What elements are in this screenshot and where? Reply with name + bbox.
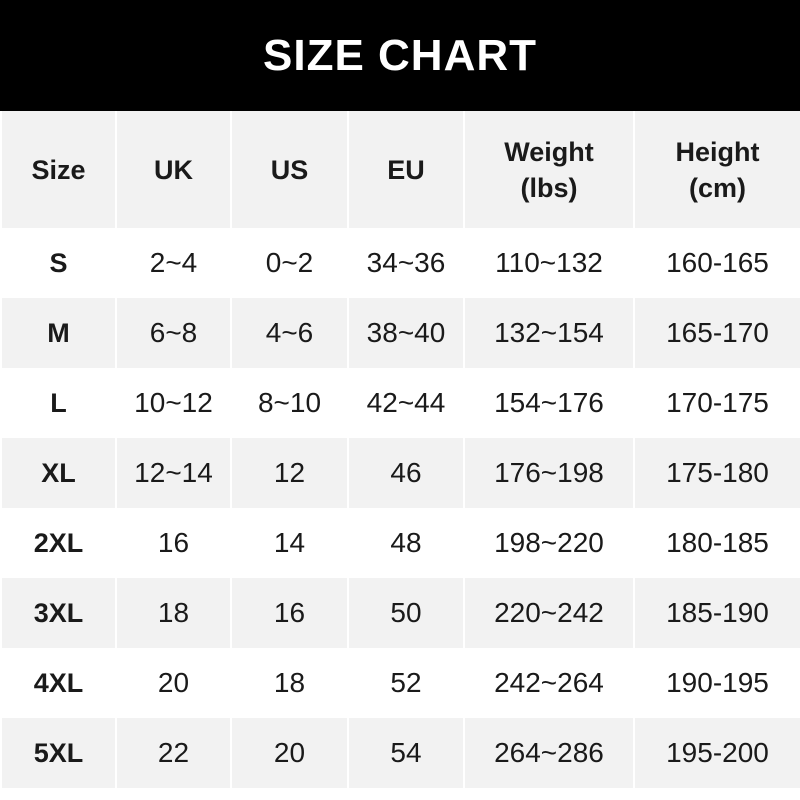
cell-us: 8~10 bbox=[230, 368, 349, 438]
cell-size: 5XL bbox=[0, 718, 117, 788]
cell-us: 16 bbox=[230, 578, 349, 648]
cell-uk: 18 bbox=[115, 578, 232, 648]
table-row: 2XL 16 14 48 198~220 180-185 bbox=[0, 508, 800, 578]
table-row: S 2~4 0~2 34~36 110~132 160-165 bbox=[0, 228, 800, 298]
table-row: XL 12~14 12 46 176~198 175-180 bbox=[0, 438, 800, 508]
cell-size: 4XL bbox=[0, 648, 117, 718]
cell-us: 18 bbox=[230, 648, 349, 718]
cell-height: 165-170 bbox=[633, 298, 800, 368]
cell-size: 3XL bbox=[0, 578, 117, 648]
cell-eu: 46 bbox=[347, 438, 465, 508]
size-chart-table: Size UK US EU Weight (lbs) Height (cm) S 2~4 0~2 3… bbox=[0, 111, 800, 788]
header-eu: EU bbox=[347, 111, 465, 228]
cell-eu: 50 bbox=[347, 578, 465, 648]
header-uk: UK bbox=[115, 111, 232, 228]
cell-height: 185-190 bbox=[633, 578, 800, 648]
cell-weight: 242~264 bbox=[463, 648, 635, 718]
cell-uk: 16 bbox=[115, 508, 232, 578]
header-size: Size bbox=[0, 111, 117, 228]
table-row: 4XL 20 18 52 242~264 190-195 bbox=[0, 648, 800, 718]
header-height: Height (cm) bbox=[633, 111, 800, 228]
cell-us: 0~2 bbox=[230, 228, 349, 298]
cell-eu: 54 bbox=[347, 718, 465, 788]
header-us: US bbox=[230, 111, 349, 228]
cell-height: 160-165 bbox=[633, 228, 800, 298]
cell-eu: 34~36 bbox=[347, 228, 465, 298]
cell-us: 12 bbox=[230, 438, 349, 508]
cell-weight: 198~220 bbox=[463, 508, 635, 578]
cell-uk: 12~14 bbox=[115, 438, 232, 508]
cell-size: XL bbox=[0, 438, 117, 508]
size-chart-title: SIZE CHART bbox=[0, 0, 800, 111]
cell-size: 2XL bbox=[0, 508, 117, 578]
cell-us: 4~6 bbox=[230, 298, 349, 368]
cell-uk: 20 bbox=[115, 648, 232, 718]
table-row: 5XL 22 20 54 264~286 195-200 bbox=[0, 718, 800, 788]
cell-size: M bbox=[0, 298, 117, 368]
cell-us: 20 bbox=[230, 718, 349, 788]
cell-size: S bbox=[0, 228, 117, 298]
cell-height: 180-185 bbox=[633, 508, 800, 578]
cell-uk: 2~4 bbox=[115, 228, 232, 298]
cell-weight: 154~176 bbox=[463, 368, 635, 438]
cell-uk: 6~8 bbox=[115, 298, 232, 368]
cell-eu: 48 bbox=[347, 508, 465, 578]
cell-weight: 176~198 bbox=[463, 438, 635, 508]
cell-height: 195-200 bbox=[633, 718, 800, 788]
cell-eu: 38~40 bbox=[347, 298, 465, 368]
cell-uk: 10~12 bbox=[115, 368, 232, 438]
cell-weight: 132~154 bbox=[463, 298, 635, 368]
cell-uk: 22 bbox=[115, 718, 232, 788]
cell-eu: 42~44 bbox=[347, 368, 465, 438]
cell-weight: 264~286 bbox=[463, 718, 635, 788]
cell-us: 14 bbox=[230, 508, 349, 578]
table-row: M 6~8 4~6 38~40 132~154 165-170 bbox=[0, 298, 800, 368]
cell-weight: 220~242 bbox=[463, 578, 635, 648]
cell-weight: 110~132 bbox=[463, 228, 635, 298]
cell-height: 175-180 bbox=[633, 438, 800, 508]
header-row: Size UK US EU Weight (lbs) Height (cm) bbox=[0, 111, 800, 228]
cell-size: L bbox=[0, 368, 117, 438]
table-row: 3XL 18 16 50 220~242 185-190 bbox=[0, 578, 800, 648]
table-row: L 10~12 8~10 42~44 154~176 170-175 bbox=[0, 368, 800, 438]
cell-height: 170-175 bbox=[633, 368, 800, 438]
cell-eu: 52 bbox=[347, 648, 465, 718]
cell-height: 190-195 bbox=[633, 648, 800, 718]
header-weight: Weight (lbs) bbox=[463, 111, 635, 228]
